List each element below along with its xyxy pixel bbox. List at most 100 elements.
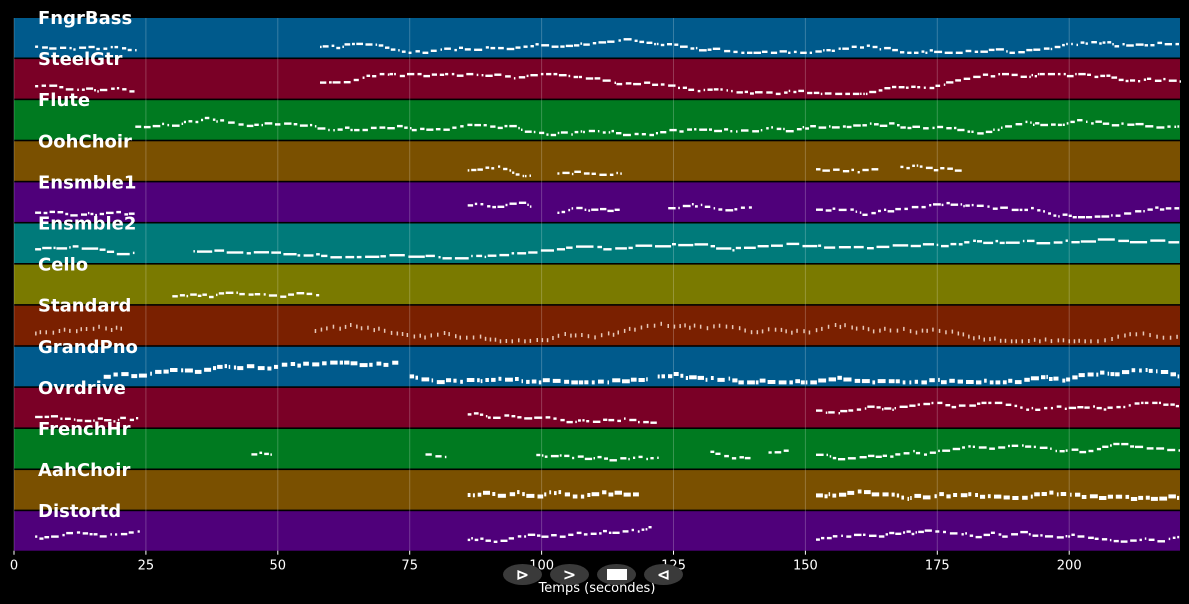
- forward-button[interactable]: >: [550, 564, 589, 585]
- note: [936, 243, 939, 247]
- note: [901, 495, 904, 500]
- note: [744, 328, 746, 333]
- note: [805, 127, 809, 130]
- note: [524, 130, 532, 133]
- note: [387, 73, 390, 76]
- note: [839, 492, 847, 497]
- note: [120, 416, 126, 420]
- note: [975, 535, 982, 539]
- note: [847, 490, 855, 495]
- note: [1102, 122, 1110, 125]
- note: [923, 402, 931, 406]
- note: [1121, 442, 1129, 446]
- note: [759, 378, 766, 383]
- note: [216, 120, 218, 123]
- note: [919, 165, 923, 168]
- x-tick-label: 50: [270, 559, 287, 574]
- note: [1121, 122, 1124, 125]
- track-label-aahchoir: AahChoir: [38, 460, 130, 481]
- note: [1020, 75, 1027, 78]
- note: [89, 533, 93, 536]
- note: [607, 209, 614, 213]
- track-lane-aahchoir: [14, 470, 1180, 510]
- note: [1099, 496, 1107, 500]
- note: [614, 81, 616, 84]
- note: [1006, 50, 1008, 53]
- note: [218, 292, 225, 295]
- note: [733, 50, 738, 54]
- note: [838, 47, 841, 50]
- note: [995, 48, 1004, 51]
- note: [709, 128, 712, 131]
- note: [867, 327, 870, 332]
- note: [588, 209, 591, 212]
- note: [35, 85, 39, 88]
- note: [1050, 339, 1053, 344]
- note: [79, 46, 87, 49]
- note: [1021, 339, 1023, 344]
- note: [1041, 492, 1047, 496]
- note: [922, 243, 934, 246]
- note: [254, 293, 261, 296]
- note: [943, 83, 946, 86]
- note: [807, 91, 813, 95]
- note: [735, 246, 741, 250]
- note: [419, 333, 421, 338]
- note: [401, 332, 404, 336]
- note: [1107, 41, 1112, 44]
- note: [816, 538, 820, 541]
- note: [646, 377, 648, 382]
- note: [645, 528, 648, 531]
- note: [958, 404, 966, 407]
- note: [1135, 43, 1144, 46]
- note: [345, 255, 355, 259]
- note: [257, 366, 265, 371]
- note: [882, 408, 884, 411]
- stop-button[interactable]: [597, 564, 636, 585]
- note: [617, 419, 621, 423]
- note: [1086, 216, 1093, 219]
- note: [271, 251, 281, 254]
- note: [682, 204, 691, 208]
- note: [690, 47, 695, 50]
- note: [1037, 72, 1040, 76]
- note: [542, 378, 550, 383]
- note: [344, 43, 351, 46]
- note: [655, 245, 672, 248]
- back-button[interactable]: ⊲: [644, 564, 683, 585]
- note: [444, 47, 451, 50]
- note: [674, 43, 679, 46]
- note: [707, 88, 713, 91]
- note: [1128, 404, 1131, 407]
- note: [789, 380, 793, 385]
- note: [435, 455, 442, 458]
- note: [136, 417, 139, 420]
- note: [825, 411, 828, 414]
- play-button[interactable]: ⊳: [503, 564, 542, 585]
- note: [592, 420, 601, 423]
- note: [132, 251, 135, 255]
- note: [540, 72, 544, 76]
- note: [951, 405, 957, 409]
- note: [609, 459, 617, 462]
- note: [1051, 123, 1056, 126]
- note: [1014, 380, 1022, 385]
- note: [522, 174, 525, 178]
- note: [892, 244, 909, 247]
- note: [894, 407, 896, 410]
- note: [267, 366, 272, 371]
- note: [390, 330, 393, 335]
- note: [494, 73, 502, 76]
- note: [909, 380, 912, 385]
- note: [1003, 495, 1010, 500]
- note: [1174, 207, 1180, 210]
- note: [650, 421, 657, 424]
- note: [706, 326, 709, 331]
- note: [838, 412, 840, 415]
- note: [576, 245, 594, 248]
- note: [529, 174, 531, 177]
- note: [625, 82, 632, 85]
- note: [58, 329, 61, 333]
- note: [1043, 47, 1050, 50]
- note: [44, 415, 50, 419]
